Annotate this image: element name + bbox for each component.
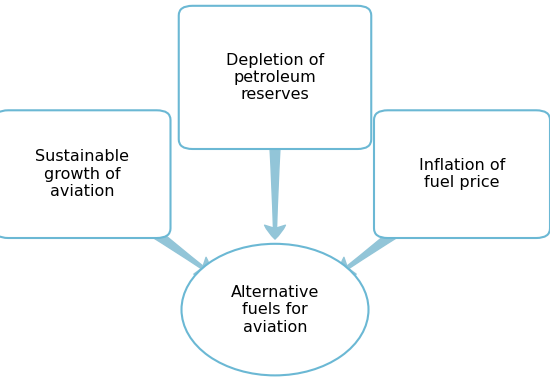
Text: Alternative
fuels for
aviation: Alternative fuels for aviation: [231, 285, 319, 334]
FancyBboxPatch shape: [179, 6, 371, 149]
Text: Sustainable
growth of
aviation: Sustainable growth of aviation: [36, 149, 129, 199]
FancyBboxPatch shape: [374, 110, 550, 238]
Text: Depletion of
petroleum
reserves: Depletion of petroleum reserves: [226, 53, 324, 102]
Text: Inflation of
fuel price: Inflation of fuel price: [419, 158, 505, 190]
FancyBboxPatch shape: [0, 110, 170, 238]
Ellipse shape: [182, 244, 368, 375]
